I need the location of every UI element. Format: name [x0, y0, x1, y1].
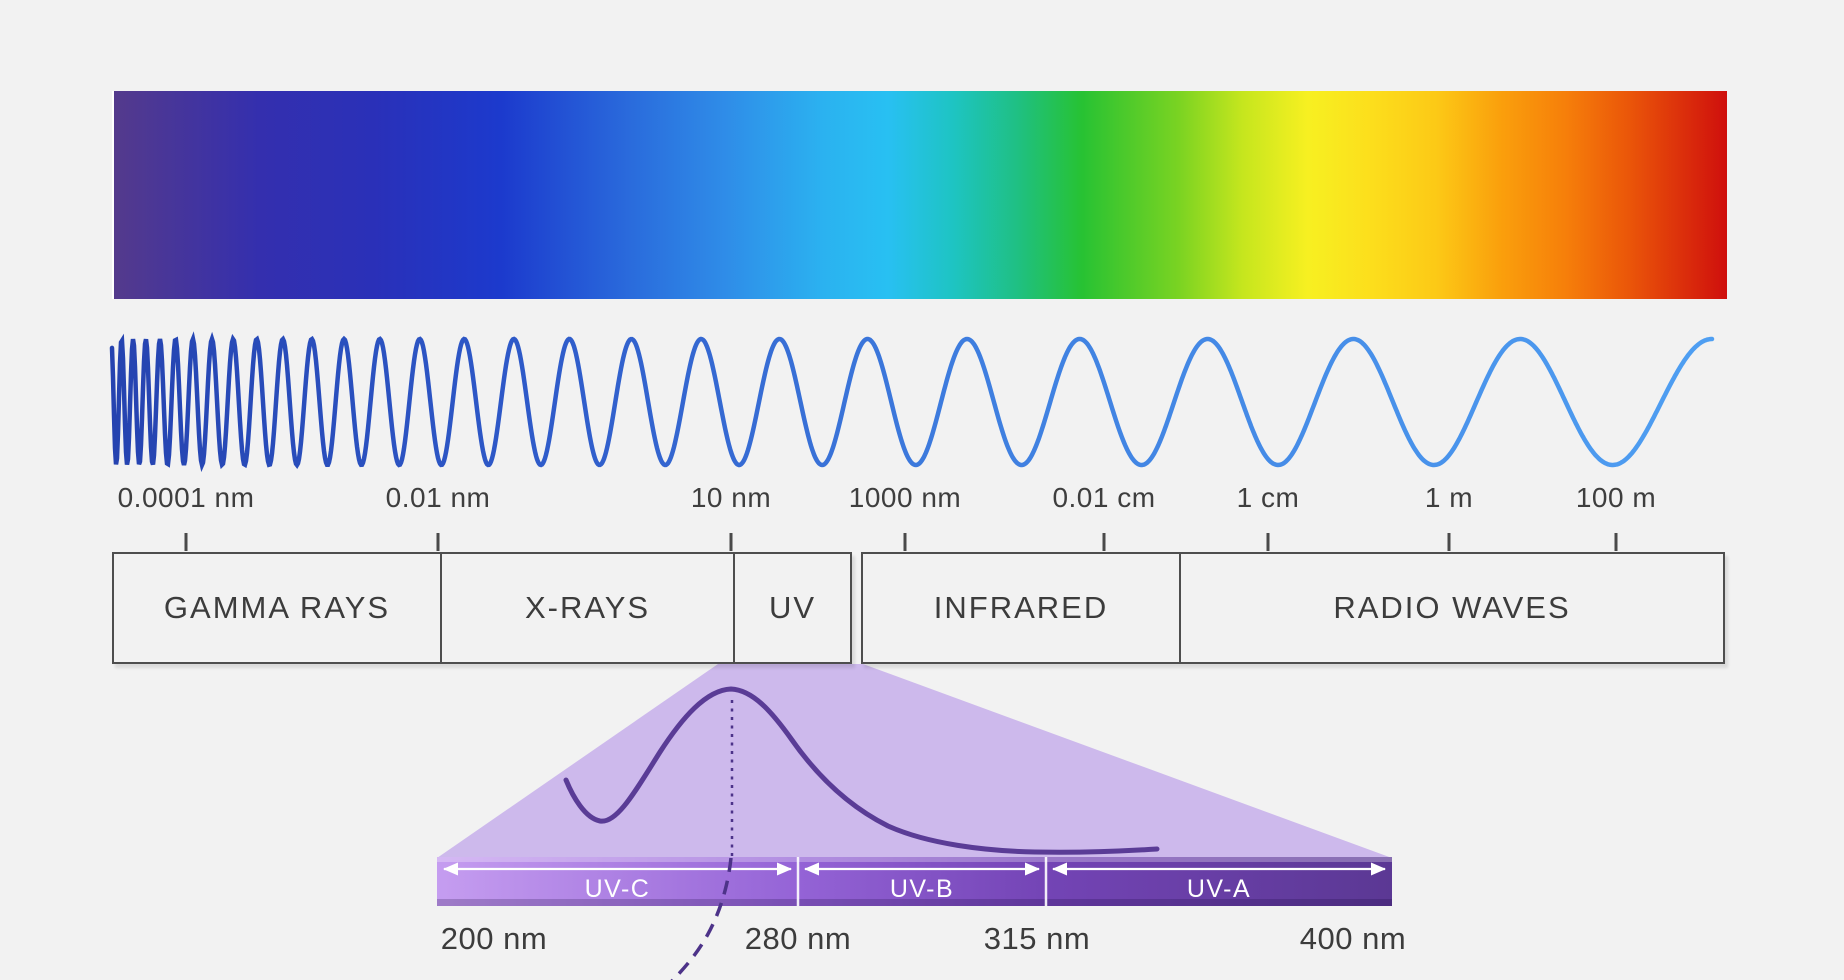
visible-spectrum-gradient-bar [112, 91, 1727, 299]
wavelength-tick-0-01-nm [436, 533, 440, 551]
uv-dashed-tail-curve [670, 857, 733, 980]
uv-nm-label-280-nm: 280 nm [744, 921, 852, 956]
band-uv: UV [733, 554, 850, 662]
band-group: INFRARED RADIO WAVES [861, 552, 1725, 664]
uv-segment-label-uv-a: UV-A [1186, 875, 1252, 903]
uv-divider [796, 857, 800, 906]
wavelength-tick-1000-nm [903, 533, 907, 551]
wavelength-tick-100-m [1614, 533, 1618, 551]
uv-zoom-funnel [437, 664, 1392, 858]
wavelength-wave [109, 331, 1715, 473]
uv-nm-label-200-nm: 200 nm [440, 921, 548, 956]
wavelength-tick-0-01-cm [1102, 533, 1106, 551]
band-group: GAMMA RAYS X-RAYS UV [112, 552, 852, 664]
uv-segment-label-uv-c: UV-C [584, 875, 651, 903]
band-radio-waves: RADIO WAVES [1179, 554, 1723, 662]
wavelength-label-0-01-nm: 0.01 nm [385, 482, 491, 513]
wavelength-label-0-01-cm: 0.01 cm [1052, 482, 1156, 513]
uv-bar-highlight [437, 857, 1392, 862]
band-gamma-rays: GAMMA RAYS [163, 590, 391, 625]
wavelength-tick-1-m [1447, 533, 1451, 551]
wavelength-label-10-nm: 10 nm [690, 482, 772, 513]
wavelength-label-1000-nm: 1000 nm [848, 482, 962, 513]
band-infrared: INFRARED [933, 590, 1109, 625]
wavelength-tick-0-0001-nm [184, 533, 188, 551]
wavelength-label-1-m: 1 m [1424, 482, 1474, 513]
uv-nm-label-315-nm: 315 nm [983, 921, 1091, 956]
uv-divider [1044, 857, 1048, 906]
uv-segment-label-uv-b: UV-B [889, 875, 955, 903]
wavelength-tick-10-nm [729, 533, 733, 551]
wavelength-label-1-cm: 1 cm [1236, 482, 1300, 513]
wavelength-label-100-m: 100 m [1575, 482, 1657, 513]
band-x-rays: X-RAYS [440, 554, 733, 662]
wavelength-label-0-0001-nm: 0.0001 nm [117, 482, 255, 513]
wavelength-tick-1-cm [1266, 533, 1270, 551]
uv-effectiveness-curve [563, 686, 1160, 855]
uv-nm-label-400-nm: 400 nm [1299, 921, 1407, 956]
